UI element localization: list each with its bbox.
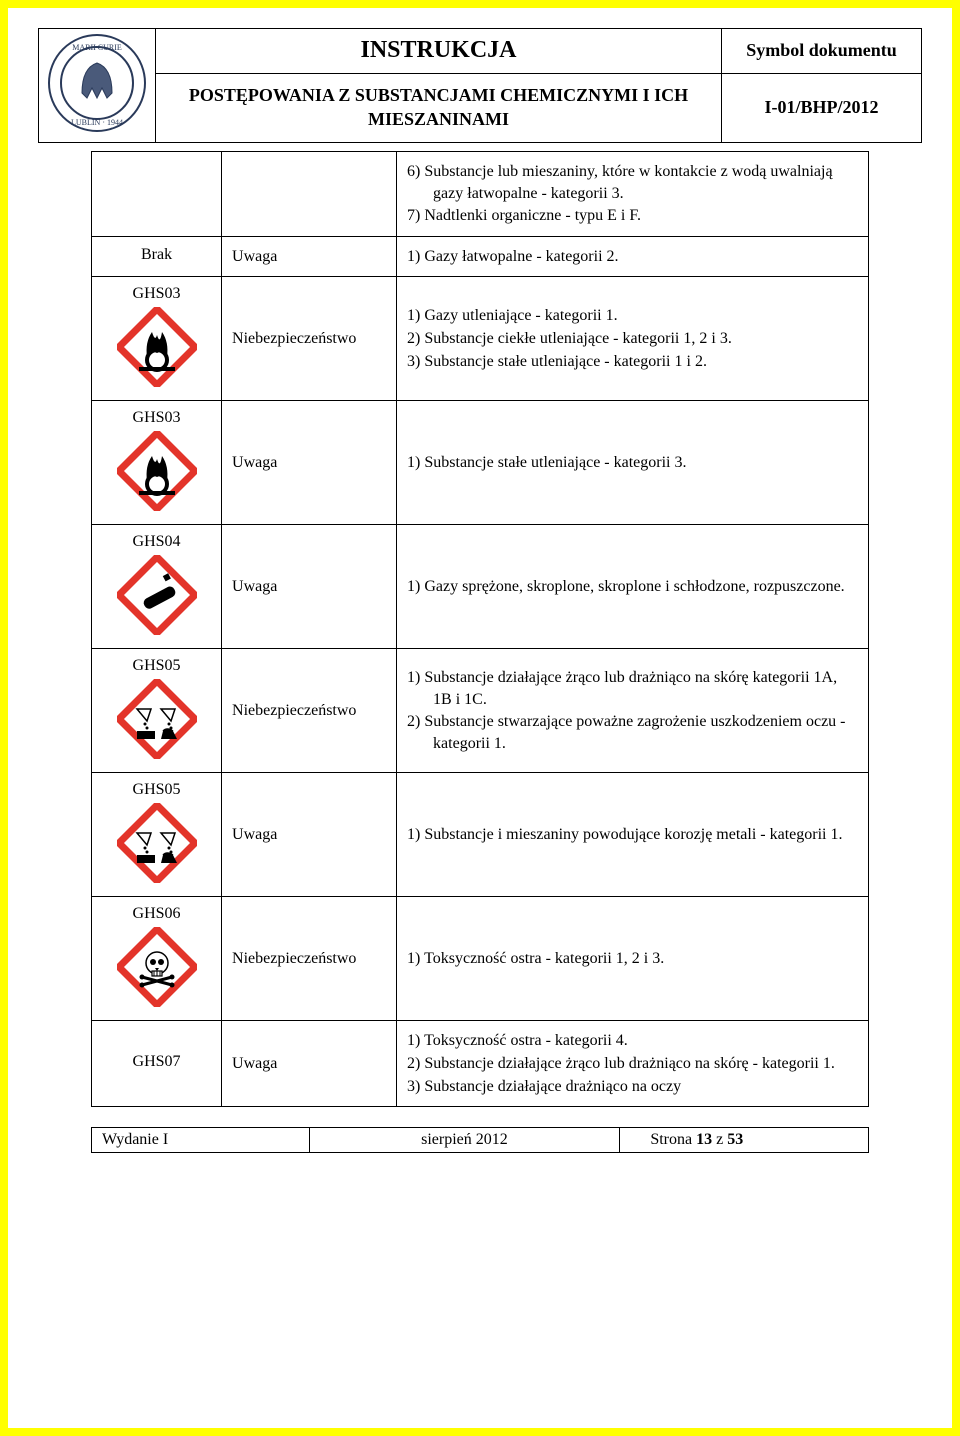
footer-date: sierpień 2012	[309, 1128, 620, 1153]
ghs-pictogram-icon	[117, 679, 197, 759]
hazard-statements-cell: 1) Toksyczność ostra - kategorii 1, 2 i …	[397, 897, 869, 1021]
ghs-pictogram-icon	[117, 555, 197, 635]
doc-symbol-label: Symbol dokumentu	[722, 29, 922, 74]
table-row: GHS03Niebezpieczeństwo1) Gazy utleniając…	[92, 277, 869, 401]
table-row: GHS05 Uwaga 1) Substancje i mieszaniny pow…	[92, 773, 869, 897]
footer-page: Strona 13 z 53	[620, 1128, 869, 1153]
table-row: GHS07Uwaga1) Toksyczność ostra - kategor…	[92, 1021, 869, 1107]
hazard-statement: 2) Substancje ciekłe utleniające - kateg…	[407, 328, 858, 350]
hazard-statement: 1) Substancje i mieszaniny powodujące ko…	[407, 824, 858, 846]
hazard-statement: 1) Gazy sprężone, skroplone, skroplone i…	[407, 576, 858, 598]
signal-word-cell: Uwaga	[222, 525, 397, 649]
ghs-code-label: Brak	[102, 246, 211, 264]
signal-word-cell: Uwaga	[222, 401, 397, 525]
logo-cell	[39, 29, 156, 143]
ghs-code-label: GHS05	[102, 657, 211, 675]
ghs-code-label: GHS07	[102, 1053, 211, 1071]
ghs-pictogram-icon	[117, 307, 197, 387]
hazard-statements-cell: 1) Gazy łatwopalne - kategorii 2.	[397, 236, 869, 277]
ghs-code-cell: GHS03	[92, 277, 222, 401]
signal-word-cell: Niebezpieczeństwo	[222, 897, 397, 1021]
ghs-code-label: GHS03	[102, 409, 211, 427]
table-row: GHS06 Niebezpieczeństwo 1) Toksyczność ost…	[92, 897, 869, 1021]
footer-edition: Wydanie I	[92, 1128, 310, 1153]
ghs-code-label: GHS03	[102, 285, 211, 303]
ghs-code-cell: GHS03	[92, 401, 222, 525]
title-main: INSTRUKCJA	[156, 29, 722, 74]
hazard-statement: 2) Substancje działające żrąco lub drażn…	[407, 1053, 858, 1075]
hazard-statement: 3) Substancje działające drażniąco na oc…	[407, 1076, 858, 1098]
ghs-code-cell: GHS05	[92, 773, 222, 897]
hazard-statements-cell: 1) Substancje i mieszaniny powodujące ko…	[397, 773, 869, 897]
ghs-code-cell: GHS07	[92, 1021, 222, 1107]
ghs-code-cell: GHS05	[92, 649, 222, 773]
signal-word-cell: Uwaga	[222, 773, 397, 897]
ghs-code-label: GHS06	[102, 905, 211, 923]
footer-table: Wydanie I sierpień 2012 Strona 13 z 53	[91, 1127, 869, 1153]
hazard-statements-cell: 1) Gazy utleniające - kategorii 1.2) Sub…	[397, 277, 869, 401]
hazard-statements-cell: 1) Substancje stałe utleniające - katego…	[397, 401, 869, 525]
table-row: 6) Substancje lub mieszaniny, które w ko…	[92, 152, 869, 237]
signal-word-cell: Niebezpieczeństwo	[222, 277, 397, 401]
ghs-pictogram-icon	[117, 803, 197, 883]
ghs-code-label: GHS05	[102, 781, 211, 799]
hazard-statement: 1) Substancje stałe utleniające - katego…	[407, 452, 858, 474]
table-row: GHS04 Uwaga 1) Gazy sprężone, skroplone, s…	[92, 525, 869, 649]
hazard-statement: 3) Substancje stałe utleniające - katego…	[407, 351, 858, 373]
header-table: INSTRUKCJA Symbol dokumentu POSTĘPOWANIA…	[38, 28, 922, 143]
signal-word-cell: Niebezpieczeństwo	[222, 649, 397, 773]
ghs-code-label: GHS04	[102, 533, 211, 551]
ghs-code-cell: GHS06	[92, 897, 222, 1021]
hazard-statement: 1) Substancje działające żrąco lub drażn…	[407, 667, 858, 710]
hazard-statements-cell: 6) Substancje lub mieszaniny, które w ko…	[397, 152, 869, 237]
hazard-statements-cell: 1) Gazy sprężone, skroplone, skroplone i…	[397, 525, 869, 649]
signal-word-cell	[222, 152, 397, 237]
table-row: Brak Uwaga 1) Gazy łatwopalne - kategorii …	[92, 236, 869, 277]
hazard-statement: 1) Toksyczność ostra - kategorii 4.	[407, 1030, 858, 1052]
table-row: GHS03 Uwaga 1) Substancje stałe utleniając…	[92, 401, 869, 525]
doc-symbol-value: I-01/BHP/2012	[722, 73, 922, 142]
ghs-pictogram-icon	[117, 431, 197, 511]
ghs-code-cell: Brak	[92, 236, 222, 277]
ghs-code-cell: GHS04	[92, 525, 222, 649]
main-table: 6) Substancje lub mieszaniny, które w ko…	[91, 151, 869, 1107]
page: INSTRUKCJA Symbol dokumentu POSTĘPOWANIA…	[0, 0, 960, 1436]
hazard-statement: 2) Substancje stwarzające poważne zagroż…	[407, 711, 858, 754]
hazard-statements-cell: 1) Toksyczność ostra - kategorii 4.2) Su…	[397, 1021, 869, 1107]
university-logo-icon	[47, 33, 147, 133]
hazard-statement: 1) Gazy utleniające - kategorii 1.	[407, 305, 858, 327]
hazard-statement: 7) Nadtlenki organiczne - typu E i F.	[407, 205, 858, 227]
table-row: GHS05 Niebezpieczeństwo1) Substancje dzia…	[92, 649, 869, 773]
signal-word-cell: Uwaga	[222, 236, 397, 277]
hazard-statement: 1) Toksyczność ostra - kategorii 1, 2 i …	[407, 948, 858, 970]
title-sub: POSTĘPOWANIA Z SUBSTANCJAMI CHEMICZNYMI …	[156, 73, 722, 142]
signal-word-cell: Uwaga	[222, 1021, 397, 1107]
hazard-statement: 1) Gazy łatwopalne - kategorii 2.	[407, 246, 858, 268]
ghs-pictogram-icon	[117, 927, 197, 1007]
ghs-code-cell	[92, 152, 222, 237]
hazard-statement: 6) Substancje lub mieszaniny, które w ko…	[407, 161, 858, 204]
hazard-statements-cell: 1) Substancje działające żrąco lub drażn…	[397, 649, 869, 773]
